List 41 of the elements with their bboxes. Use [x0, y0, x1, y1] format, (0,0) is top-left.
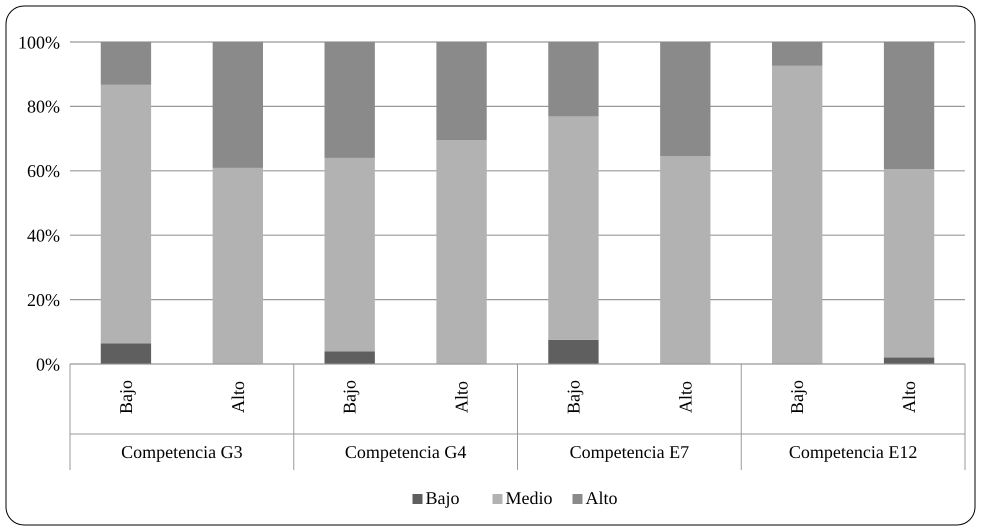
text: Competencia G3	[121, 442, 243, 462]
bar	[548, 42, 599, 116]
x-tick-label: Bajo	[563, 380, 584, 414]
y-tick-label: 0%	[36, 354, 60, 374]
bar	[324, 158, 375, 352]
text: Competencia E12	[788, 442, 918, 462]
bar	[884, 358, 934, 364]
bar	[660, 156, 710, 364]
bar	[100, 84, 152, 344]
bar	[100, 343, 152, 364]
bar	[100, 42, 152, 85]
bar	[548, 116, 599, 340]
text: Competencia E7	[570, 442, 690, 462]
legend-label: Medio	[506, 488, 552, 508]
text: Competencia G4	[344, 442, 466, 462]
legend-label: Alto	[586, 488, 618, 508]
bar	[212, 42, 263, 168]
bar	[548, 340, 599, 364]
bar	[772, 42, 822, 66]
y-tick-label: 20%	[27, 290, 60, 310]
y-tick-label: 100%	[18, 32, 60, 52]
x-tick-label: Alto	[228, 380, 248, 414]
bar	[884, 169, 934, 358]
y-tick-label: 80%	[27, 96, 60, 117]
legend-label: Bajo	[426, 488, 460, 508]
x-tick-label: Alto	[899, 380, 920, 414]
y-tick-label: 40%	[27, 226, 60, 246]
bar	[212, 168, 263, 364]
bar	[436, 140, 487, 364]
x-tick-label: Bajo	[116, 380, 136, 414]
x-tick-label: Bajo	[787, 380, 808, 414]
x-tick-label: Alto	[675, 380, 696, 414]
bar	[324, 351, 375, 364]
x-tick-label: Bajo	[340, 380, 360, 414]
bar	[324, 42, 375, 158]
bar	[660, 42, 710, 156]
bar	[436, 42, 487, 140]
bar	[884, 42, 934, 170]
y-tick-label: 60%	[27, 161, 60, 182]
bar	[772, 66, 822, 364]
x-tick-label: Alto	[452, 380, 472, 414]
